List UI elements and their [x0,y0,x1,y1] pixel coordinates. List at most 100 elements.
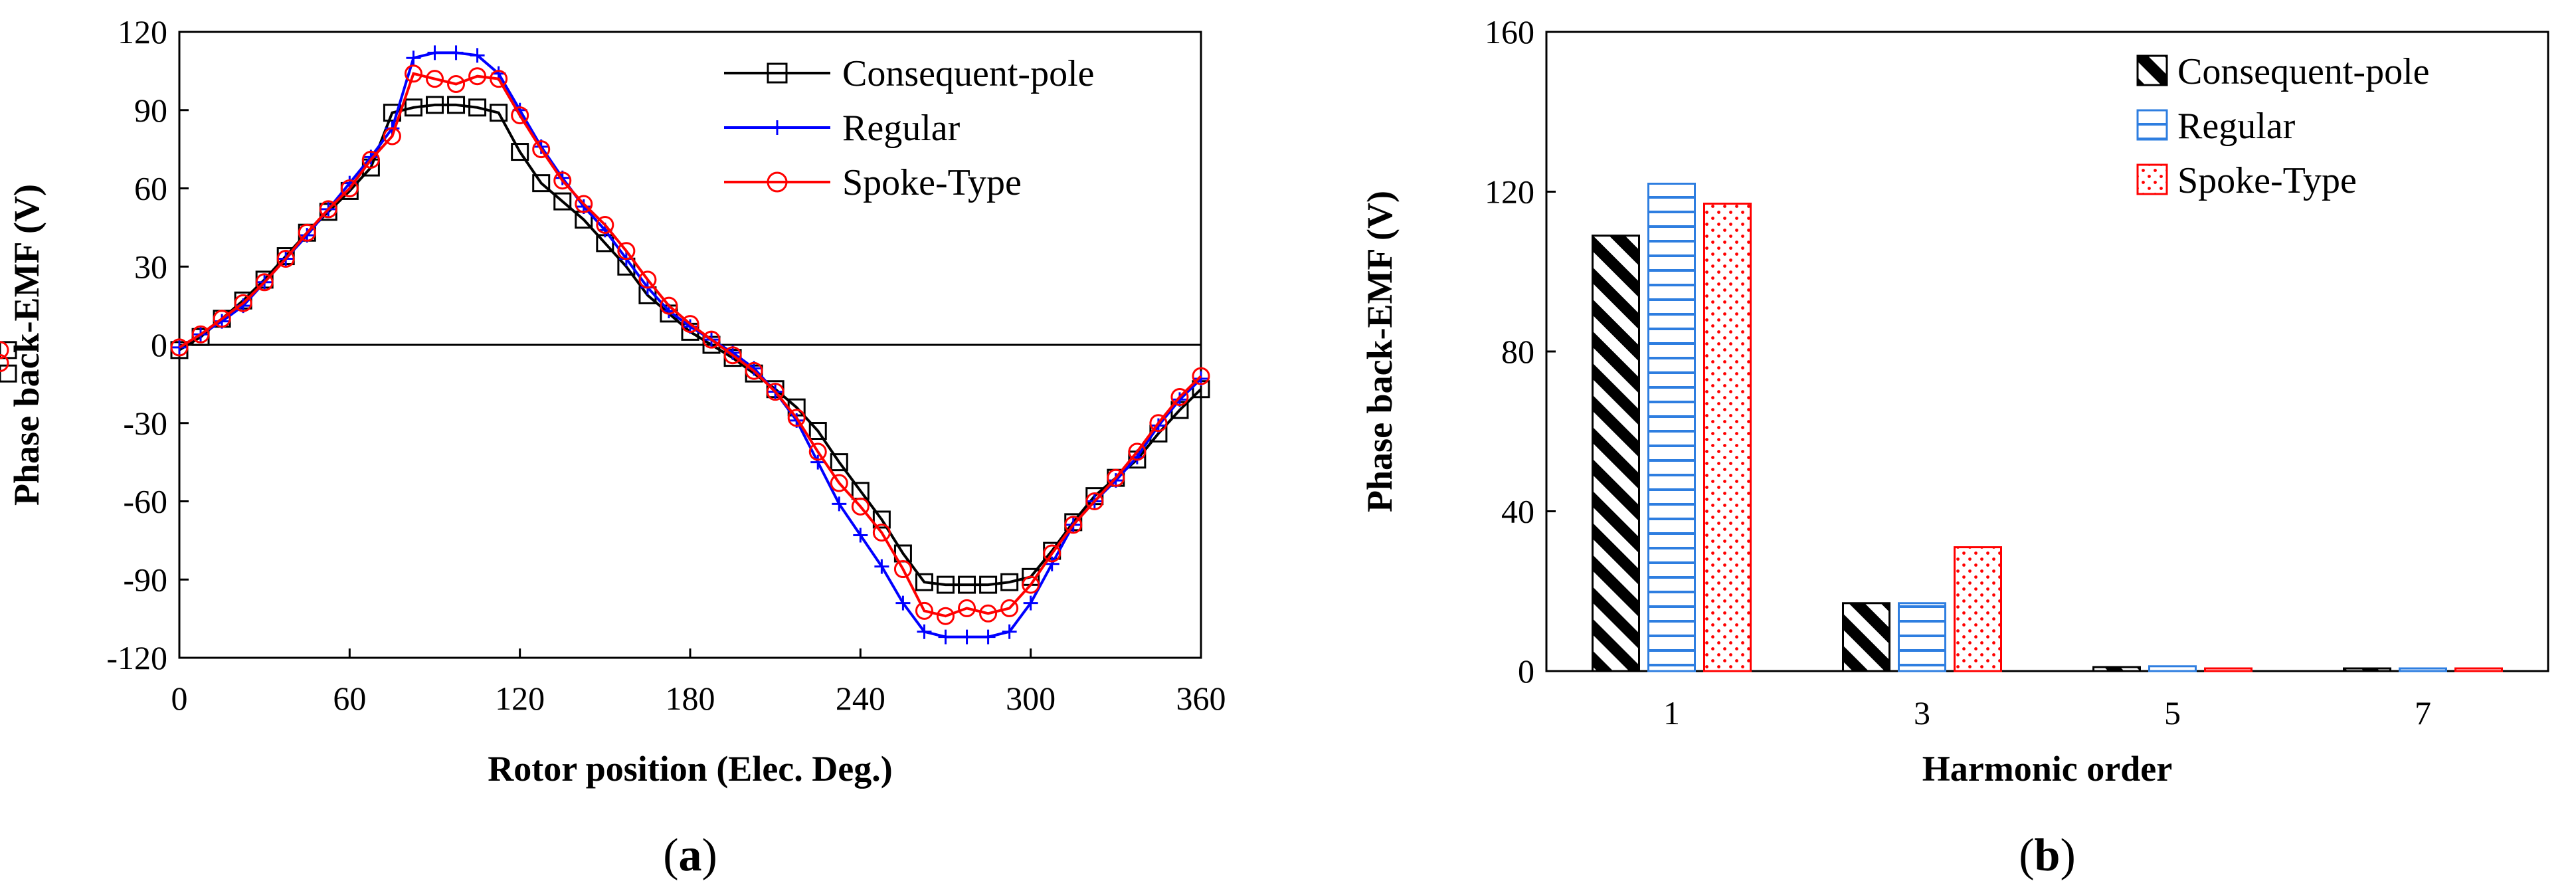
bar-regular-h5 [2148,665,2197,672]
data-point [170,338,189,357]
legend-a: Consequent-pole Regular Spoke-Type [724,53,1094,203]
bar-consequent-pole-h7 [2343,667,2391,672]
data-point [702,330,721,349]
y-tick-label: 120 [118,13,167,50]
x-tick-label: 300 [1006,680,1056,717]
data-point [1149,414,1168,433]
bar-consequent-pole-h3 [1842,602,1890,672]
x-tick-label: 3 [1914,694,1930,732]
x-axis-a: 0 60 120 180 240 300 360 [171,344,1226,717]
data-point [234,294,252,312]
bar-chart-b: 0 40 80 120 160 1 3 5 7 Consequent-pole Regular S… [1360,13,2549,881]
x-tick-label: 7 [2415,694,2431,732]
data-point [1192,367,1210,385]
x-tick-label: 1 [1663,694,1680,732]
data-point [959,629,974,644]
data-point [1002,624,1017,639]
data-point [427,45,442,60]
y-tick-label: 0 [1518,652,1534,690]
data-point [1170,388,1189,406]
data-point [745,361,763,380]
legend-swatch [2136,109,2168,141]
legend-label: Spoke-Type [2177,160,2357,201]
data-point [893,560,912,579]
data-point [832,496,847,512]
series-line [178,72,1202,618]
data-point [1044,556,1059,571]
data-point [853,528,868,543]
data-point [383,127,401,146]
data-point [575,195,593,213]
data-point [958,599,976,617]
y-axis-title-a: Phase back-EMF (V) [7,184,46,506]
data-point [426,96,444,114]
y-axis-a: -120 -90 -60 -30 0 30 60 90 120 [106,13,189,676]
data-point [1064,516,1083,534]
caption-a-letter: a [679,830,702,881]
data-point [553,171,572,190]
y-tick-label: 0 [151,326,167,363]
data-point [361,150,380,169]
data-point [979,575,998,594]
data-point [617,242,636,260]
data-point [638,270,657,289]
bar-spoke-type-h1 [1703,203,1752,672]
data-point [1000,573,1019,591]
y-tick-label: -30 [123,405,167,442]
data-point [340,179,359,197]
y-tick-label: -60 [123,483,167,520]
data-point [448,45,464,60]
legend-label: Spoke-Type [842,162,1022,203]
x-tick-label: 5 [2164,694,2181,732]
data-point [808,422,827,441]
legend-marker [767,171,788,193]
x-tick-label: 240 [836,680,885,717]
data-point [915,601,933,620]
data-point [895,595,911,611]
y-tick-label: 80 [1501,333,1534,370]
data-point [808,443,827,461]
series-group-a [0,45,1210,644]
bar-spoke-type-h7 [2454,667,2503,672]
bar-consequent-pole-h5 [2092,666,2141,672]
legend-swatch [2136,163,2168,195]
bars-group-b [1592,182,2503,672]
data-point [0,353,9,372]
x-tick-label: 120 [495,680,545,717]
data-point [276,249,295,268]
legend-b: Consequent-pole Regular Spoke-Type [2136,51,2429,201]
data-point [447,96,466,114]
x-tick-label: 0 [171,680,188,717]
data-point [979,604,998,623]
legend-label: Regular [2177,106,2296,147]
data-point [1043,544,1061,563]
line-chart-a: -120 -90 -60 -30 0 30 60 90 120 0 60 120 180 240 300 3… [0,13,1226,881]
data-point [298,223,316,242]
x-tick-label: 180 [666,680,715,717]
data-point [511,106,529,125]
data-point [787,409,806,427]
legend-label: Consequent-pole [2177,51,2429,92]
legend-label: Regular [842,108,961,149]
caption-b: (b) [2019,830,2076,881]
data-point [810,454,826,470]
data-point [0,341,9,359]
data-point [872,510,891,529]
bar-consequent-pole-h1 [1592,235,1640,672]
data-point [1107,468,1125,487]
data-point [532,174,551,193]
x-axis-title-b: Harmonic order [1922,749,2172,789]
data-point [830,453,848,472]
y-tick-label: -90 [123,561,167,598]
data-point [723,346,742,365]
data-point [406,50,421,66]
bar-spoke-type-h5 [2204,667,2253,672]
data-point [470,48,485,63]
data-point [490,70,508,88]
data-point [980,629,996,644]
bar-spoke-type-h3 [1954,546,2002,672]
data-point [958,575,976,594]
y-axis-b: 0 40 80 120 160 [1485,13,1556,690]
x-tick-label: 60 [333,680,366,717]
series-spoke-type [0,64,1210,625]
